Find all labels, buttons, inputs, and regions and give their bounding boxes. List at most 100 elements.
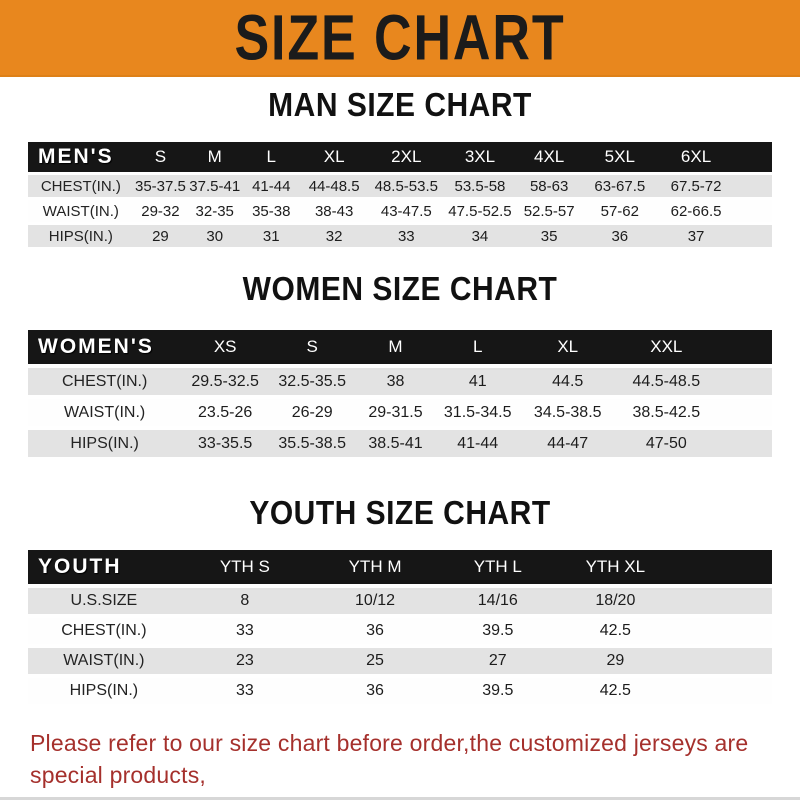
cell-value: 52.5-57	[515, 200, 583, 222]
spacer-cell	[716, 368, 772, 395]
banner: SIZE CHART	[0, 0, 800, 77]
cell-value: 33	[179, 678, 310, 704]
column-header: XL	[300, 142, 368, 172]
cell-value: 47-50	[615, 430, 717, 457]
cell-value: 47.5-52.5	[444, 200, 516, 222]
cell-value: 48.5-53.5	[367, 175, 445, 197]
column-header: 6XL	[656, 142, 736, 172]
cell-value: 44.5	[519, 368, 616, 395]
header-row: WOMEN'S XS S M L XL XXL	[28, 330, 772, 364]
spacer-cell	[675, 550, 772, 584]
table-row: HIPS(IN.) 29 30 31 32 33 34 35 36 37	[28, 225, 772, 247]
column-header: M	[187, 142, 243, 172]
cell-value: 32	[300, 225, 368, 247]
column-header: XXL	[615, 330, 717, 364]
column-header: XL	[519, 330, 616, 364]
spacer-cell	[675, 648, 772, 674]
column-header: S	[269, 330, 356, 364]
cell-value: 25	[309, 648, 441, 674]
disclaimer-line-1: Please refer to our size chart before or…	[30, 730, 749, 788]
table-row: HIPS(IN.) 33 36 39.5 42.5	[28, 678, 772, 704]
cell-value: 35	[515, 225, 583, 247]
header-row: YOUTH YTH S YTH M YTH L YTH XL	[28, 550, 772, 584]
spacer-cell	[675, 618, 772, 644]
row-label: CHEST(IN.)	[28, 175, 134, 197]
men-size-section: MAN SIZE CHART MEN'S S M L XL 2XL 3XL 4XL 5XL 6XL…	[0, 87, 800, 250]
spacer-cell	[716, 330, 772, 364]
cell-value: 8	[179, 588, 310, 614]
cell-value: 38.5-41	[355, 430, 436, 457]
cell-value: 38-43	[300, 200, 368, 222]
cell-value: 32.5-35.5	[269, 368, 356, 395]
row-label: CHEST(IN.)	[28, 368, 182, 395]
bottom-divider	[0, 797, 800, 800]
column-header: YTH XL	[555, 550, 676, 584]
spacer-cell	[675, 678, 772, 704]
youth-size-section: YOUTH SIZE CHART YOUTH YTH S YTH M YTH L YTH…	[0, 495, 800, 708]
spacer-cell	[716, 430, 772, 457]
men-size-table: MEN'S S M L XL 2XL 3XL 4XL 5XL 6XL CHEST(IN.) 35-37…	[28, 139, 772, 250]
cell-value: 29	[133, 225, 188, 247]
women-size-table-host: WOMEN'S XS S M L XL XXL CHEST(IN.) 29.5-32.5 32.5…	[0, 326, 800, 461]
cell-value: 23.5-26	[181, 399, 270, 426]
table-row: WAIST(IN.) 29-32 32-35 35-38 38-43 43-47.5 47.…	[28, 200, 772, 222]
youth-section-heading: YOUTH SIZE CHART	[249, 495, 551, 532]
row-label: HIPS(IN.)	[28, 225, 134, 247]
cell-value: 44.5-48.5	[615, 368, 717, 395]
cell-value: 34.5-38.5	[519, 399, 616, 426]
spacer-cell	[716, 399, 772, 426]
row-label: CHEST(IN.)	[28, 618, 180, 644]
cell-value: 30	[187, 225, 243, 247]
cell-value: 35.5-38.5	[269, 430, 356, 457]
column-header: 3XL	[444, 142, 516, 172]
cell-value: 27	[440, 648, 556, 674]
cell-value: 43-47.5	[367, 200, 445, 222]
row-label: U.S.SIZE	[28, 588, 180, 614]
cell-value: 34	[444, 225, 516, 247]
youth-size-table: YOUTH YTH S YTH M YTH L YTH XL U.S.SIZE 8 10/12…	[28, 546, 772, 708]
column-header: L	[435, 330, 520, 364]
cell-value: 37.5-41	[187, 175, 243, 197]
column-header: L	[242, 142, 301, 172]
cell-value: 23	[179, 648, 310, 674]
table-row: CHEST(IN.) 35-37.5 37.5-41 41-44 44-48.5 48.5…	[28, 175, 772, 197]
cell-value: 57-62	[582, 200, 657, 222]
column-header: S	[133, 142, 188, 172]
column-header: YTH L	[440, 550, 556, 584]
cell-value: 41-44	[435, 430, 520, 457]
spacer-cell	[675, 588, 772, 614]
spacer-cell	[735, 142, 772, 172]
row-label: WAIST(IN.)	[28, 399, 182, 426]
cell-value: 33	[367, 225, 445, 247]
women-section-heading: WOMEN SIZE CHART	[242, 271, 558, 308]
cell-value: 29	[555, 648, 676, 674]
cell-value: 39.5	[440, 678, 556, 704]
row-label: WAIST(IN.)	[28, 200, 134, 222]
men-section-heading: MAN SIZE CHART	[268, 87, 532, 124]
column-header: 4XL	[515, 142, 583, 172]
table-row: WAIST(IN.) 23.5-26 26-29 29-31.5 31.5-34.5 34…	[28, 399, 772, 426]
cell-value: 41-44	[242, 175, 301, 197]
cell-value: 33-35.5	[181, 430, 270, 457]
spacer-cell	[735, 175, 772, 197]
cell-value: 29.5-32.5	[181, 368, 270, 395]
women-size-section: WOMEN SIZE CHART WOMEN'S XS S M L XL XXL CHEST(…	[0, 271, 800, 461]
cell-value: 58-63	[515, 175, 583, 197]
cell-value: 37	[656, 225, 736, 247]
table-row: CHEST(IN.) 29.5-32.5 32.5-35.5 38 41 44.5 44.5…	[28, 368, 772, 395]
spacer-cell	[735, 200, 772, 222]
cell-value: 36	[309, 618, 441, 644]
cell-value: 32-35	[187, 200, 243, 222]
table-row: U.S.SIZE 8 10/12 14/16 18/20	[28, 588, 772, 614]
cell-value: 63-67.5	[582, 175, 657, 197]
cell-value: 35-37.5	[133, 175, 188, 197]
cell-value: 38.5-42.5	[615, 399, 717, 426]
column-header: YTH M	[309, 550, 441, 584]
cell-value: 35-38	[242, 200, 301, 222]
page-title: SIZE CHART	[234, 1, 566, 74]
cell-value: 67.5-72	[656, 175, 736, 197]
cell-value: 10/12	[309, 588, 441, 614]
cell-value: 29-31.5	[355, 399, 436, 426]
table-title: MEN'S	[28, 142, 134, 172]
